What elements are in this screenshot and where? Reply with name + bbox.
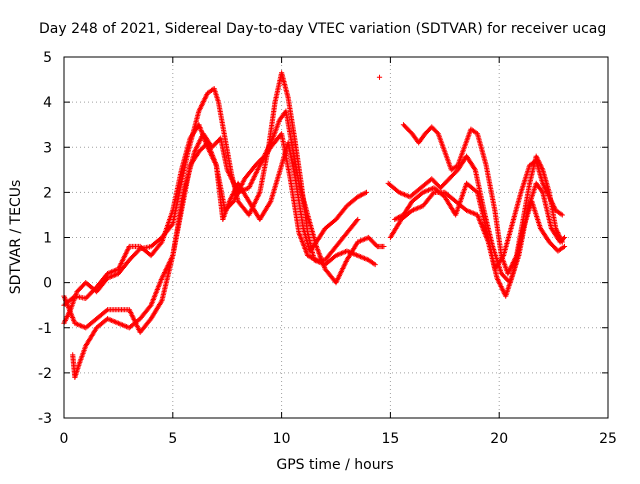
- y-tick-label: 5: [43, 50, 52, 66]
- ticks: 0 5 10 15 20 25 -3 -2 -1 0 1 2 3 4 5: [38, 50, 617, 447]
- data-point: [560, 236, 566, 242]
- x-tick-label: 5: [168, 431, 177, 447]
- x-axis-label: GPS time / hours: [276, 457, 393, 473]
- data-point: [559, 212, 565, 218]
- data-point: [147, 303, 153, 310]
- chart-title: Day 248 of 2021, Sidereal Day-to-day VTE…: [39, 21, 606, 37]
- y-tick-label: 2: [43, 185, 52, 201]
- data-point: [372, 261, 378, 268]
- data-points: [61, 70, 568, 380]
- data-point: [376, 74, 383, 80]
- data-point: [471, 165, 478, 172]
- y-tick-label: -1: [38, 321, 52, 337]
- x-tick-label: 20: [490, 431, 508, 447]
- data-point: [355, 216, 361, 223]
- x-tick-label: 0: [60, 431, 69, 447]
- x-tick-label: 25: [599, 431, 617, 447]
- data-point: [561, 243, 568, 250]
- data-point: [430, 191, 436, 197]
- x-tick-label: 10: [273, 431, 291, 447]
- data-point: [373, 242, 379, 248]
- data-point: [381, 243, 387, 250]
- data-point: [561, 234, 568, 241]
- y-axis-label: SDTVAR / TECUs: [8, 180, 24, 295]
- y-tick-label: -3: [38, 411, 52, 427]
- y-tick-label: 4: [43, 95, 52, 111]
- y-tick-label: -2: [38, 366, 52, 382]
- data-point: [434, 129, 440, 136]
- data-point: [103, 308, 109, 314]
- x-tick-label: 15: [381, 431, 399, 447]
- data-point: [158, 240, 164, 246]
- data-point: [363, 189, 370, 195]
- plot-frame: [63, 56, 609, 419]
- y-tick-label: 3: [43, 140, 52, 156]
- y-tick-label: 1: [43, 231, 52, 247]
- y-tick-label: 0: [43, 276, 52, 292]
- data-point: [354, 218, 360, 224]
